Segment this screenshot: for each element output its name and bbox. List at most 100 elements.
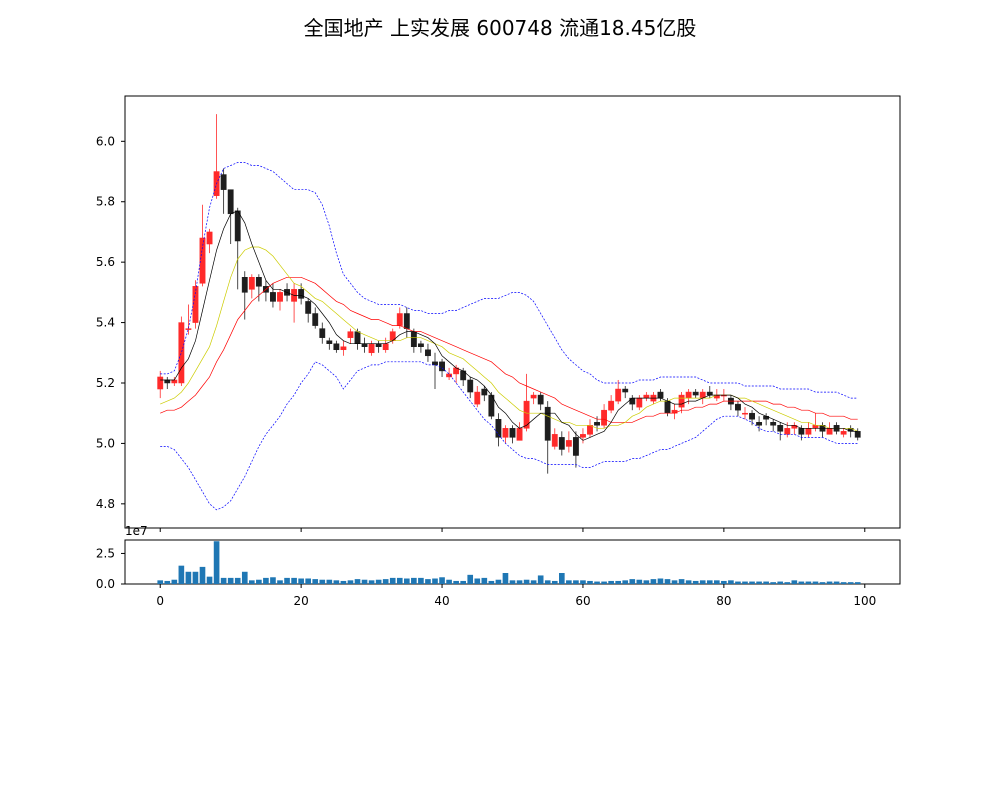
volume-bar <box>256 579 262 584</box>
volume-bar <box>333 580 340 584</box>
ma10-line <box>160 246 858 432</box>
candle-body <box>629 397 636 405</box>
volume-x-tick-label: 80 <box>716 594 731 608</box>
candle-body <box>798 428 805 435</box>
candle-body <box>410 331 417 347</box>
candle-body <box>615 388 622 402</box>
volume-bar <box>347 580 354 584</box>
candle-body <box>812 425 819 429</box>
volume-bar <box>678 579 685 584</box>
candle-body <box>664 400 671 414</box>
volume-bar <box>735 581 741 584</box>
volume-bar <box>199 566 206 584</box>
volume-bar <box>481 577 488 584</box>
volume-bar <box>629 579 636 584</box>
volume-bar <box>446 579 452 584</box>
candle-body <box>572 437 579 456</box>
price-panel: 4.8 5.0 5.2 5.4 5.6 5.8 6.0 <box>96 95 901 532</box>
candle-body <box>305 301 312 314</box>
volume-bar <box>502 573 509 584</box>
volume-bar <box>643 580 650 584</box>
candle-body <box>227 189 234 215</box>
volume-bar <box>284 577 290 584</box>
candle-body <box>361 343 368 347</box>
volume-bar <box>425 579 431 584</box>
volume-bar <box>636 579 643 584</box>
candle-body <box>594 422 600 426</box>
candle-body <box>185 328 192 330</box>
volume-bar <box>270 577 276 584</box>
price-y-tick-label: 6.0 <box>96 134 115 148</box>
volume-bar <box>460 580 466 584</box>
volume-bar <box>185 571 192 584</box>
candle-body <box>805 428 812 435</box>
volume-bar <box>763 581 769 584</box>
volume-bar <box>213 541 220 584</box>
candle-body <box>544 406 551 441</box>
chart-title: 全国地产 上实发展 600748 流通18.45亿股 <box>303 16 697 40</box>
candle-body <box>692 391 699 396</box>
candle-body <box>403 313 410 329</box>
candle-body <box>551 434 558 447</box>
volume-bar <box>699 580 706 584</box>
volume-bar <box>523 579 530 584</box>
volume-bar <box>587 580 593 584</box>
volume-bar <box>305 578 311 584</box>
volume-bar <box>573 580 579 584</box>
volume-bar <box>277 580 283 584</box>
volume-x-tick-label: 60 <box>575 594 590 608</box>
volume-bar <box>847 582 854 584</box>
candle-body <box>523 400 530 429</box>
volume-bar <box>340 580 347 584</box>
candle-body <box>375 343 382 347</box>
volume-bar <box>432 578 438 584</box>
volume-x-tick-label: 100 <box>853 594 876 608</box>
candle-body <box>277 292 283 302</box>
candle-body <box>657 391 664 399</box>
candle-body <box>516 428 523 441</box>
volume-bar <box>178 565 185 584</box>
volume-bar <box>157 580 164 584</box>
volume-bar <box>805 581 812 584</box>
volume-bar <box>798 581 805 584</box>
volume-bar <box>819 582 826 584</box>
volume-bar <box>516 580 523 584</box>
volume-bar <box>812 581 819 584</box>
volume-bar <box>706 580 713 584</box>
volume-bar <box>854 582 861 584</box>
volume-bar <box>664 579 671 584</box>
volume-bar <box>411 577 417 584</box>
candle-body <box>467 379 474 393</box>
price-y-tick-label: 5.0 <box>96 436 115 450</box>
volume-bar <box>234 577 241 584</box>
volume-bar <box>319 579 326 584</box>
candle-body <box>537 394 544 405</box>
candle-body <box>826 428 833 435</box>
price-y-tick-label: 5.4 <box>96 316 115 330</box>
candle-body <box>643 394 650 399</box>
volume-bar <box>685 580 692 584</box>
volume-bar <box>227 577 234 584</box>
volume-bar <box>657 578 664 584</box>
candle-body <box>735 403 741 411</box>
volume-bar <box>361 579 368 584</box>
candle-body <box>439 361 445 372</box>
volume-bar <box>777 581 784 584</box>
volume-bar <box>453 580 459 584</box>
candle-body <box>432 361 438 366</box>
candle-body <box>396 313 403 326</box>
candle-body <box>199 237 206 284</box>
candle-body <box>164 379 171 384</box>
candle-body <box>178 322 185 384</box>
volume-bar <box>404 578 410 584</box>
volume-bar <box>171 579 178 584</box>
candle-body <box>368 343 375 354</box>
volume-bar <box>551 580 558 584</box>
candle-body <box>530 394 537 399</box>
candle-body <box>241 277 248 293</box>
volume-bar <box>826 581 833 584</box>
candle-body <box>192 286 199 323</box>
candle-body <box>622 388 629 393</box>
volume-bar <box>495 579 502 584</box>
volume-bar <box>368 580 375 584</box>
